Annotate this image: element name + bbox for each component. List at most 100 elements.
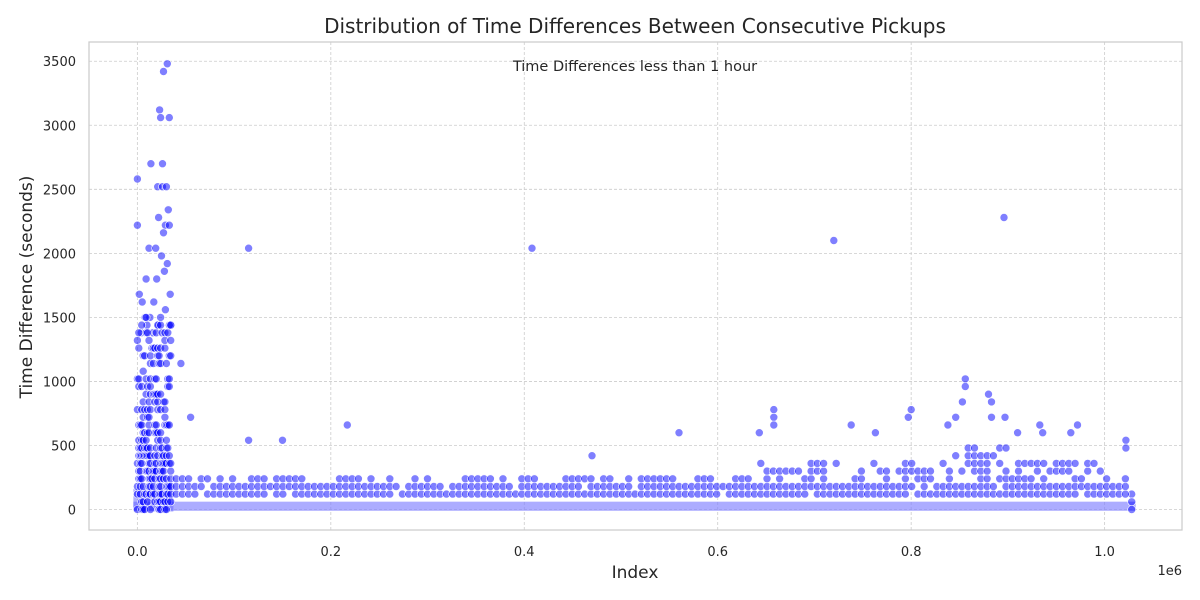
data-point — [938, 459, 948, 468]
data-point — [159, 67, 168, 76]
data-point — [926, 474, 935, 484]
data-point — [486, 474, 495, 484]
data-point — [1121, 482, 1130, 491]
data-point — [176, 359, 186, 368]
data-point — [871, 428, 880, 438]
x-axis-label: Index — [612, 563, 659, 583]
data-point — [160, 412, 170, 422]
dense-band — [133, 501, 1136, 511]
data-point — [410, 474, 420, 484]
data-point — [999, 213, 1009, 222]
data-point — [982, 466, 992, 476]
data-point — [166, 336, 175, 345]
data-point — [134, 374, 144, 384]
data-point — [151, 420, 161, 430]
data-point — [160, 343, 170, 353]
data-point — [385, 474, 395, 484]
data-point — [769, 420, 779, 430]
data-point — [156, 320, 165, 330]
y-tick-label: 1000 — [43, 375, 76, 390]
data-point — [1077, 474, 1086, 484]
data-point — [162, 359, 171, 368]
data-point — [155, 105, 164, 115]
data-point — [989, 451, 998, 461]
y-axis-label: Time Difference (seconds) — [17, 176, 37, 400]
data-point — [137, 459, 146, 468]
data-point — [137, 297, 147, 307]
data-point — [674, 428, 684, 438]
data-point — [144, 412, 154, 422]
data-point — [137, 320, 146, 330]
data-point — [706, 474, 715, 484]
data-point — [712, 489, 722, 499]
data-point — [987, 397, 996, 407]
data-point — [756, 459, 766, 468]
data-point — [165, 382, 174, 391]
data-point — [190, 489, 200, 499]
data-point — [527, 243, 537, 253]
data-point — [901, 489, 910, 499]
data-point — [530, 474, 539, 484]
data-point — [165, 451, 174, 461]
data-point — [159, 466, 168, 476]
x-tick-label: 1.0 — [1094, 545, 1115, 560]
data-point — [278, 489, 288, 499]
x-tick-label: 0.8 — [901, 545, 922, 560]
data-point — [869, 459, 879, 468]
y-tick-label: 0 — [68, 504, 76, 519]
data-point — [1064, 466, 1074, 476]
data-point — [134, 343, 144, 353]
data-point — [158, 159, 167, 168]
data-point — [982, 459, 992, 468]
data-point — [244, 243, 253, 253]
data-point — [901, 474, 910, 484]
data-point — [146, 351, 155, 361]
data-point — [995, 459, 1005, 468]
data-point — [342, 420, 352, 430]
data-point — [668, 474, 678, 484]
data-point — [165, 113, 174, 122]
data-point — [1001, 443, 1011, 453]
data-point — [982, 474, 992, 484]
data-point — [762, 474, 772, 484]
data-point — [1073, 420, 1082, 430]
data-point — [605, 474, 615, 484]
data-point — [958, 397, 967, 407]
data-point — [504, 482, 514, 491]
data-point — [297, 474, 307, 484]
data-point — [143, 497, 152, 507]
data-point — [987, 412, 996, 422]
data-point — [951, 451, 961, 461]
data-point — [165, 220, 174, 230]
y-tick-label: 2000 — [43, 247, 76, 262]
data-point — [1083, 466, 1092, 476]
data-point — [141, 274, 151, 284]
data-point — [146, 382, 155, 391]
data-point — [1121, 443, 1131, 453]
data-point — [1013, 428, 1022, 438]
data-point — [989, 482, 998, 491]
plot-frame — [88, 41, 1183, 531]
data-point — [1127, 505, 1136, 514]
x-tick-label: 0.6 — [707, 545, 728, 560]
data-point — [133, 336, 142, 345]
data-point — [166, 351, 175, 361]
data-point — [162, 182, 171, 191]
data-point — [926, 466, 935, 476]
points-layer — [133, 59, 1136, 514]
data-point — [1001, 466, 1011, 476]
data-point — [1039, 459, 1048, 468]
data-point — [203, 474, 212, 484]
data-point — [165, 374, 174, 384]
data-point — [743, 474, 753, 484]
data-point — [137, 474, 146, 484]
data-point — [1096, 466, 1105, 476]
data-point — [1089, 459, 1099, 468]
data-point — [1035, 420, 1045, 430]
data-point — [134, 328, 144, 338]
x-tick-label: 0.2 — [320, 545, 341, 560]
data-point — [806, 474, 816, 484]
data-point — [831, 459, 841, 468]
data-point — [919, 482, 929, 491]
